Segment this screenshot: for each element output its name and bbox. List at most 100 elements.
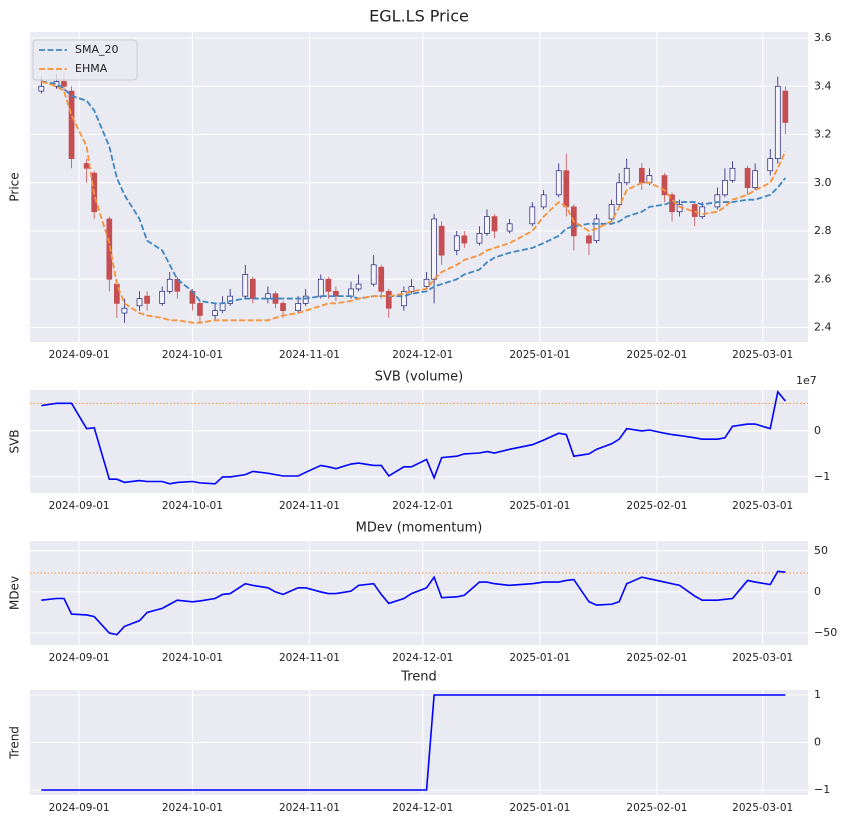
x-tick-label: 2024-09-01 (49, 349, 110, 361)
y-tick-label: 1 (814, 688, 821, 701)
y-tick-label: −50 (814, 626, 837, 639)
series-line (41, 390, 786, 485)
candle-body (586, 235, 592, 244)
candle-body (219, 303, 226, 311)
chart-title: EGL.LS Price (369, 7, 469, 26)
candle-body (348, 288, 354, 297)
candle-body (401, 290, 407, 307)
candle-body (385, 290, 392, 309)
candle-body (431, 218, 437, 280)
candle-body (461, 235, 468, 244)
candle-body (722, 180, 728, 196)
candle-body (616, 182, 623, 205)
x-tick-label: 2025-03-01 (732, 802, 793, 814)
y-axis-label: MDev (8, 576, 22, 610)
legend-label: EHMA (75, 62, 108, 75)
x-tick-label: 2024-11-01 (279, 652, 340, 664)
candle-body (174, 278, 181, 292)
x-tick-label: 2025-02-01 (626, 652, 687, 664)
candle-body (453, 235, 460, 251)
candle-body (166, 278, 173, 292)
y-tick-label: 50 (814, 544, 828, 557)
candle-body (623, 167, 630, 184)
y-tick-label: 3.2 (814, 128, 832, 141)
y-tick-label: 2.8 (814, 224, 832, 237)
candle-body (608, 204, 615, 220)
candle-body (491, 216, 498, 232)
candle-body (265, 293, 271, 299)
candle-body (212, 310, 218, 316)
candle-body (646, 175, 653, 184)
candle-body (144, 295, 150, 304)
candle-body (438, 225, 445, 256)
candle-body (355, 283, 362, 290)
candle-body (767, 158, 774, 172)
y-tick-label: 3.4 (814, 79, 832, 92)
series-line (41, 80, 787, 324)
candle-body (106, 218, 113, 280)
candle-body (744, 167, 751, 188)
candle-body (325, 278, 332, 292)
candle-body (555, 170, 562, 196)
candle-body (136, 298, 143, 307)
candle-body (242, 274, 249, 297)
candle-body (197, 303, 203, 316)
x-tick-label: 2025-01-01 (509, 349, 570, 361)
candle-body (333, 290, 339, 297)
candle-body (752, 170, 758, 188)
series-line (41, 80, 787, 305)
x-tick-label: 2025-01-01 (509, 652, 570, 664)
candle-body (114, 283, 120, 304)
x-tick-label: 2025-03-01 (732, 349, 793, 361)
candle-body (249, 278, 256, 299)
legend: SMA_20 EHMA (32, 39, 138, 81)
candle-body (408, 286, 415, 292)
x-tick-label: 2025-02-01 (626, 349, 687, 361)
axes-background (30, 541, 808, 645)
candle-body (280, 303, 286, 311)
y-tick-label: 0 (814, 424, 821, 437)
candle-body (68, 90, 75, 160)
x-tick-label: 2025-01-01 (509, 500, 570, 512)
candle-body (691, 204, 698, 217)
x-tick-label: 2025-02-01 (626, 802, 687, 814)
candle-body (423, 278, 430, 287)
x-tick-label: 2025-01-01 (509, 802, 570, 814)
y-tick-label: 3.6 (814, 31, 832, 44)
x-tick-label: 2024-12-01 (392, 802, 453, 814)
y-axis-label: SVB (8, 429, 22, 453)
candle-body (638, 167, 645, 184)
candle-body (38, 85, 45, 92)
candle-body (729, 167, 736, 181)
candle-body (699, 206, 706, 217)
x-tick-label: 2024-10-01 (162, 652, 223, 664)
series-line (41, 570, 786, 636)
legend-label: SMA_20 (75, 43, 119, 56)
x-tick-label: 2024-11-01 (279, 802, 340, 814)
x-tick-label: 2025-03-01 (732, 500, 793, 512)
candle-body (121, 307, 128, 314)
x-tick-label: 2024-11-01 (279, 500, 340, 512)
candle-body (506, 223, 513, 232)
x-tick-label: 2024-09-01 (49, 652, 110, 664)
chart-title: MDev (momentum) (356, 521, 483, 536)
x-tick-label: 2025-03-01 (732, 652, 793, 664)
candle-body (774, 85, 781, 160)
y-tick-label: 3.0 (814, 176, 832, 189)
candle-body (782, 90, 789, 123)
axes-background (30, 390, 808, 493)
y-axis-label: Price (8, 172, 22, 201)
chart-title: Trend (400, 670, 437, 685)
candle-body (317, 278, 324, 297)
x-tick-label: 2024-11-01 (279, 349, 340, 361)
candle-body (661, 175, 668, 196)
y-tick-label: 0 (814, 585, 821, 598)
x-tick-label: 2024-12-01 (392, 652, 453, 664)
y-tick-label: −1 (814, 470, 830, 483)
x-tick-label: 2024-10-01 (162, 349, 223, 361)
candle-body (476, 233, 483, 244)
candle-body (714, 194, 721, 208)
x-tick-label: 2024-10-01 (162, 802, 223, 814)
x-tick-label: 2024-09-01 (49, 500, 110, 512)
